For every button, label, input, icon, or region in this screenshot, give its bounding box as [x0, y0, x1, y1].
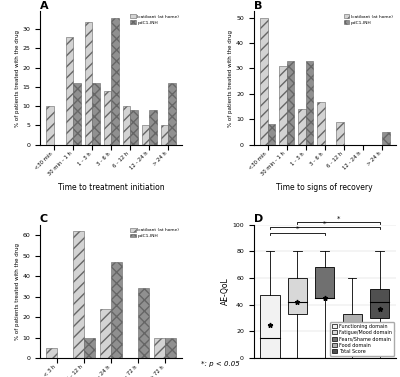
- Bar: [317, 101, 325, 145]
- Bar: [74, 231, 84, 358]
- Bar: [260, 18, 268, 145]
- Bar: [100, 309, 111, 358]
- Legend: Icatibant (at home), pdC1-INH: Icatibant (at home), pdC1-INH: [130, 227, 180, 239]
- Bar: [46, 106, 54, 145]
- Bar: [161, 126, 168, 145]
- Text: A: A: [40, 0, 49, 11]
- Y-axis label: % of patients treated with the drug: % of patients treated with the drug: [15, 243, 20, 340]
- Legend: Icatibant (at home), pdC1-INH: Icatibant (at home), pdC1-INH: [343, 14, 394, 25]
- Bar: [336, 122, 344, 145]
- Bar: [111, 262, 122, 358]
- Bar: [66, 37, 73, 145]
- Bar: [298, 109, 306, 145]
- Text: *: p < 0.05: *: p < 0.05: [201, 361, 239, 367]
- Bar: [268, 124, 275, 145]
- Bar: [260, 296, 280, 358]
- Text: D: D: [254, 214, 263, 224]
- Bar: [382, 132, 390, 145]
- Text: B: B: [254, 0, 262, 11]
- Bar: [288, 278, 307, 314]
- Text: *: *: [337, 215, 340, 221]
- X-axis label: Time to signs of recovery: Time to signs of recovery: [276, 182, 373, 192]
- X-axis label: Time to treatment initiation: Time to treatment initiation: [58, 182, 164, 192]
- Bar: [342, 314, 362, 345]
- Bar: [111, 18, 119, 145]
- Bar: [123, 106, 130, 145]
- Bar: [168, 83, 176, 145]
- Text: *: *: [296, 226, 299, 232]
- Bar: [84, 338, 95, 358]
- Bar: [104, 91, 111, 145]
- Bar: [46, 348, 57, 358]
- Legend: Icatibant (at home), pdC1-INH: Icatibant (at home), pdC1-INH: [130, 14, 180, 25]
- Y-axis label: % of patients treated with the drug: % of patients treated with the drug: [15, 29, 20, 127]
- Bar: [130, 110, 138, 145]
- Y-axis label: % of patients treated with the drug: % of patients treated with the drug: [228, 29, 233, 127]
- Bar: [287, 61, 294, 145]
- Bar: [73, 83, 81, 145]
- Bar: [315, 267, 334, 298]
- Bar: [154, 338, 165, 358]
- Bar: [142, 126, 149, 145]
- Bar: [84, 21, 92, 145]
- Y-axis label: AE-QoL: AE-QoL: [220, 277, 230, 305]
- Bar: [149, 110, 157, 145]
- Legend: Functioning domain, Fatigue/Mood domain, Fears/Shame domain, Food domain, Total : Functioning domain, Fatigue/Mood domain,…: [330, 322, 394, 356]
- Bar: [138, 288, 149, 358]
- Text: *: *: [323, 221, 326, 227]
- Bar: [370, 289, 389, 318]
- Bar: [92, 83, 100, 145]
- Text: C: C: [40, 214, 48, 224]
- Bar: [279, 66, 287, 145]
- Bar: [306, 61, 313, 145]
- Bar: [165, 338, 176, 358]
